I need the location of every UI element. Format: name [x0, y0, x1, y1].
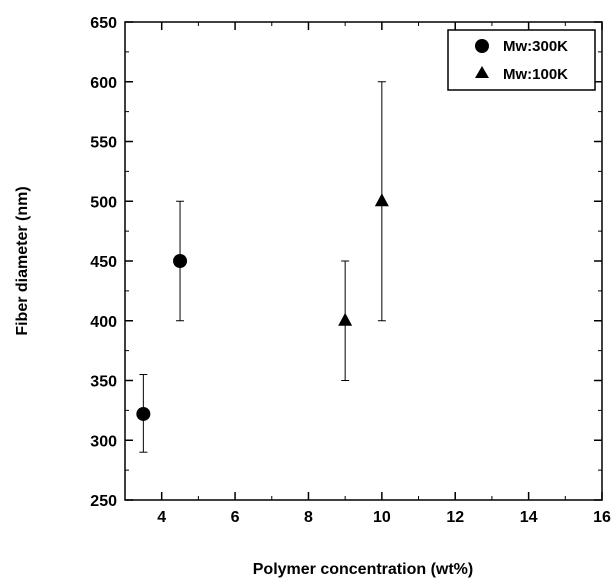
y-axis-title: Fiber diameter (nm): [14, 186, 31, 335]
plot-frame: [124, 21, 603, 501]
legend-label-mw-100k: Mw:100K: [503, 66, 568, 83]
y-tick-label: 550: [90, 135, 117, 152]
x-tick-label: 10: [373, 509, 391, 526]
x-tick-label: 16: [593, 509, 611, 526]
x-tick-label: 4: [157, 509, 166, 526]
error-bars: [139, 81, 386, 453]
x-tick-label: 14: [520, 509, 538, 526]
legend: Mw:300K Mw:100K: [447, 29, 596, 91]
y-tick-label: 650: [90, 15, 117, 32]
legend-marker-mw-100k: [475, 66, 489, 78]
y-tick-label: 250: [90, 493, 117, 510]
y-tick-label: 350: [90, 374, 117, 391]
data-point-circle: [173, 254, 188, 268]
x-axis-title: Polymer concentration (wt%): [253, 561, 473, 578]
y-tick-label: 450: [90, 254, 117, 271]
legend-label-mw-300k: Mw:300K: [503, 38, 568, 55]
data-point-triangle: [338, 312, 353, 326]
y-tick-label: 500: [90, 194, 117, 211]
legend-marker-mw-300k: [475, 39, 489, 53]
y-tick-label: 400: [90, 314, 117, 331]
x-axis: 4 6 8 10 12 14 16: [157, 22, 611, 526]
y-tick-label: 300: [90, 433, 117, 450]
legend-box: [447, 29, 596, 91]
data-markers: [136, 193, 389, 421]
y-tick-label: 600: [90, 75, 117, 92]
data-point-triangle: [374, 193, 389, 207]
x-tick-label: 8: [304, 509, 313, 526]
y-axis: 250 300 350 400 450 500 550 600 650: [90, 15, 602, 510]
x-tick-label: 12: [446, 509, 464, 526]
x-tick-label: 6: [231, 509, 240, 526]
data-point-circle: [136, 406, 151, 421]
